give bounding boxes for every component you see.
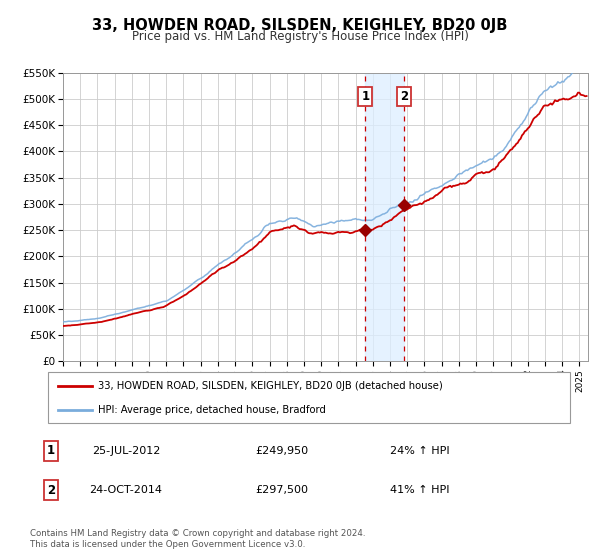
- Text: Price paid vs. HM Land Registry's House Price Index (HPI): Price paid vs. HM Land Registry's House …: [131, 30, 469, 44]
- Text: £249,950: £249,950: [256, 446, 308, 456]
- Text: 1: 1: [361, 90, 370, 103]
- Text: 2: 2: [47, 483, 55, 497]
- Text: 24-OCT-2014: 24-OCT-2014: [89, 485, 163, 495]
- Text: 24% ↑ HPI: 24% ↑ HPI: [390, 446, 450, 456]
- Text: Contains HM Land Registry data © Crown copyright and database right 2024.
This d: Contains HM Land Registry data © Crown c…: [30, 529, 365, 549]
- Text: 33, HOWDEN ROAD, SILSDEN, KEIGHLEY, BD20 0JB (detached house): 33, HOWDEN ROAD, SILSDEN, KEIGHLEY, BD20…: [98, 381, 442, 391]
- Text: HPI: Average price, detached house, Bradford: HPI: Average price, detached house, Brad…: [98, 405, 325, 415]
- Text: 41% ↑ HPI: 41% ↑ HPI: [390, 485, 450, 495]
- Text: 1: 1: [47, 444, 55, 458]
- Text: 25-JUL-2012: 25-JUL-2012: [92, 446, 160, 456]
- Text: £297,500: £297,500: [256, 485, 308, 495]
- Bar: [365, 73, 404, 361]
- FancyBboxPatch shape: [48, 372, 570, 423]
- Text: 33, HOWDEN ROAD, SILSDEN, KEIGHLEY, BD20 0JB: 33, HOWDEN ROAD, SILSDEN, KEIGHLEY, BD20…: [92, 18, 508, 33]
- Text: 2: 2: [400, 90, 408, 103]
